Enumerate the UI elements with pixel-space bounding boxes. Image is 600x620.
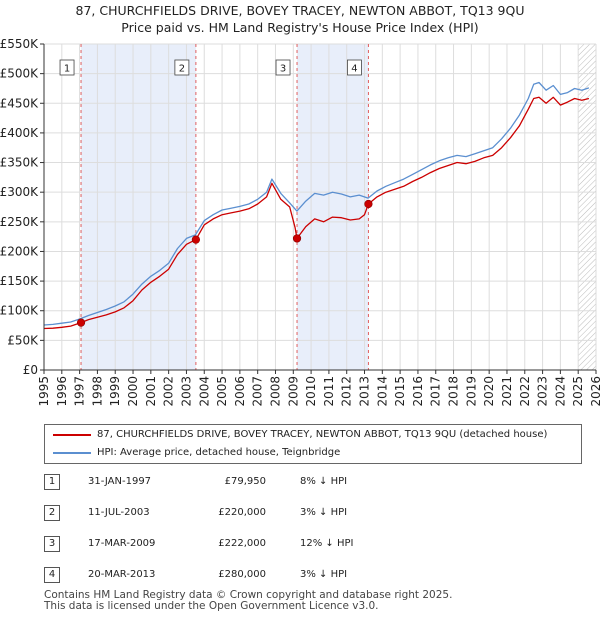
y-tick-label: £450K (0, 96, 39, 110)
legend-label-property: 87, CHURCHFIELDS DRIVE, BOVEY TRACEY, NE… (97, 429, 548, 440)
sale-label-number: 3 (280, 64, 286, 75)
y-tick-label: £300K (0, 185, 39, 199)
sale-price: £280,000 (218, 569, 266, 580)
y-tick-label: £200K (0, 244, 39, 258)
x-tick-label: 1999 (108, 376, 122, 407)
y-tick-label: £250K (0, 215, 39, 229)
chart-legend: 87, CHURCHFIELDS DRIVE, BOVEY TRACEY, NE… (44, 424, 582, 464)
y-tick-label: £500K (0, 67, 39, 81)
x-tick-label: 1995 (37, 376, 51, 407)
footer-copyright: Contains HM Land Registry data © Crown c… (44, 589, 453, 601)
sale-date: 11-JUL-2003 (88, 507, 150, 518)
sale-date: 31-JAN-1997 (88, 476, 152, 487)
y-tick-label: £0 (23, 363, 38, 377)
series-line-property (43, 96, 590, 330)
footer-licence: This data is licensed under the Open Gov… (44, 600, 379, 612)
x-tick-label: 2012 (340, 376, 354, 407)
x-tick-label: 2025 (571, 376, 585, 407)
sale-number-badge: 3 (44, 536, 60, 552)
sale-date: 20-MAR-2013 (88, 569, 156, 580)
sale-price: £222,000 (218, 538, 266, 549)
y-tick-label: £550K (0, 37, 39, 51)
chart-title-line-2: Price paid vs. HM Land Registry's House … (121, 20, 479, 35)
sale-label-box (347, 59, 362, 76)
x-tick-label: 2020 (482, 376, 496, 407)
future-hatch (578, 44, 596, 370)
x-tick-label: 2010 (304, 376, 318, 407)
sale-label-box (59, 59, 75, 76)
legend-swatch-property (53, 434, 91, 436)
x-tick-label: 2023 (536, 376, 550, 407)
sale-label-box (174, 59, 190, 76)
x-tick-label: 1998 (90, 376, 104, 407)
sale-point (191, 235, 200, 244)
sale-label-number: 4 (351, 64, 357, 75)
sale-point (76, 318, 86, 327)
sale-row: 3 17-MAR-2009 £222,000 12% ↓ HPI (0, 535, 600, 555)
x-tick-label: 2016 (411, 376, 425, 407)
shaded-period (81, 44, 196, 370)
sale-price: £79,950 (224, 476, 266, 487)
x-tick-label: 2013 (358, 376, 372, 407)
sale-point (292, 234, 302, 243)
x-tick-label: 2018 (447, 376, 461, 407)
sale-label-number: 2 (179, 64, 185, 75)
x-tick-label: 2022 (518, 376, 532, 407)
x-tick-label: 2021 (500, 376, 514, 407)
x-tick-label: 1996 (55, 376, 69, 407)
sale-point (364, 199, 373, 209)
x-tick-label: 2006 (233, 376, 247, 407)
x-tick-label: 2026 (589, 376, 600, 407)
x-tick-label: 2008 (268, 376, 282, 407)
price-chart: 1 2 3 4 £0 £50K £100K £150K £200K £250K £300K £350… (0, 37, 600, 407)
x-tick-label: 2011 (322, 376, 336, 407)
sale-price: £220,000 (218, 507, 266, 518)
x-tick-label: 2024 (553, 376, 567, 407)
x-tick-label: 1997 (73, 376, 87, 407)
x-tick-label: 2003 (179, 376, 193, 407)
sale-row: 2 11-JUL-2003 £220,000 3% ↓ HPI (0, 504, 600, 524)
x-tick-label: 2015 (393, 376, 407, 407)
y-tick-label: £150K (0, 274, 39, 288)
sale-number-badge: 2 (44, 505, 60, 521)
y-tick-label: £400K (0, 126, 39, 140)
sale-date: 17-MAR-2009 (88, 538, 156, 549)
x-tick-label: 2014 (375, 376, 389, 407)
x-tick-label: 2000 (126, 376, 140, 407)
sale-hpi-diff: 12% ↓ HPI (300, 538, 354, 549)
y-tick-label: £50K (7, 333, 39, 347)
y-tick-label: £350K (0, 156, 39, 170)
x-tick-label: 2002 (162, 376, 176, 407)
x-tick-label: 2005 (215, 376, 229, 407)
x-tick-label: 2004 (197, 376, 211, 407)
sale-hpi-diff: 3% ↓ HPI (300, 569, 348, 580)
sale-number-badge: 1 (44, 474, 60, 490)
legend-swatch-hpi (53, 452, 91, 454)
x-tick-label: 2009 (286, 376, 300, 407)
series-line-hpi (43, 81, 590, 326)
x-tick-label: 2017 (429, 376, 443, 407)
sale-number-badge: 4 (44, 567, 60, 583)
footer-attribution: Contains HM Land Registry data © Crown c… (44, 590, 452, 612)
x-tick-label: 2019 (464, 376, 478, 407)
x-tick-label: 2001 (144, 376, 158, 407)
sale-row: 1 31-JAN-1997 £79,950 8% ↓ HPI (0, 473, 600, 493)
shaded-period (297, 44, 369, 370)
sale-hpi-diff: 3% ↓ HPI (300, 507, 348, 518)
legend-label-hpi: HPI: Average price, detached house, Teig… (97, 447, 341, 458)
x-tick-label: 2007 (251, 376, 265, 407)
sale-hpi-diff: 8% ↓ HPI (300, 476, 348, 487)
sale-label-box (275, 59, 291, 76)
chart-title-line-1: 87, CHURCHFIELDS DRIVE, BOVEY TRACEY, NE… (75, 3, 525, 18)
y-tick-label: £100K (0, 304, 39, 318)
sale-row: 4 20-MAR-2013 £280,000 3% ↓ HPI (0, 566, 600, 586)
sale-label-number: 1 (64, 64, 70, 75)
